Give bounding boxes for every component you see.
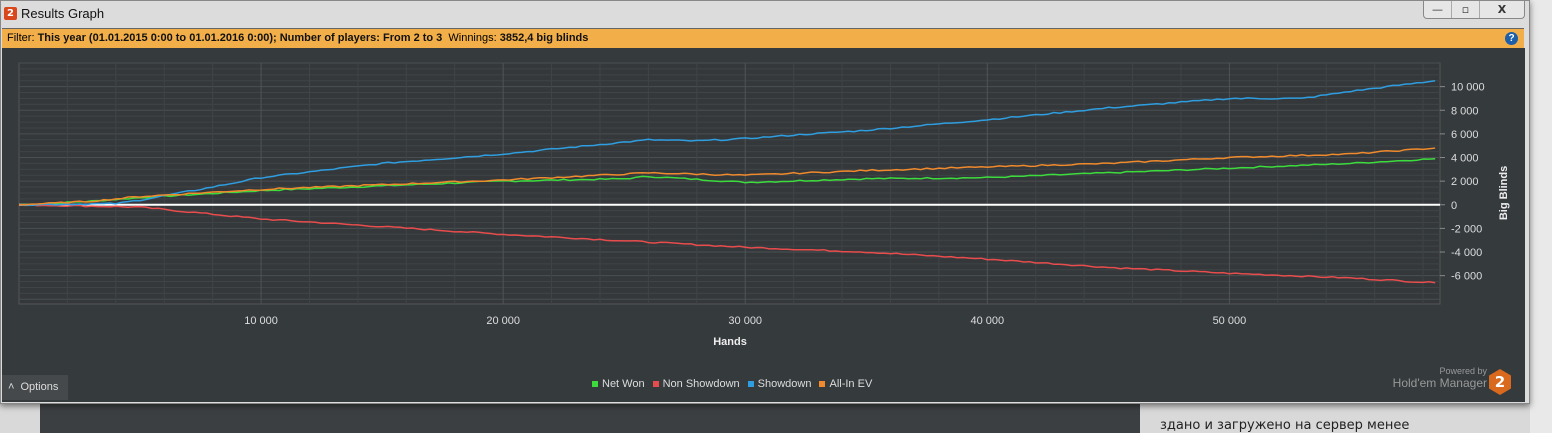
series-line-showdown (18, 79, 1436, 207)
legend-swatch (592, 381, 598, 387)
powered-by: Powered by Hold'em Manager (1372, 366, 1487, 390)
x-tick-label: 30 000 (728, 315, 762, 327)
series-line-net-won (18, 157, 1436, 206)
legend-label: Net Won (602, 378, 645, 390)
y-tick-label: 6 000 (1451, 129, 1479, 141)
x-tick-label: 40 000 (970, 315, 1004, 327)
y-tick-label: 8 000 (1451, 105, 1479, 117)
legend-item[interactable]: Showdown (747, 378, 812, 390)
minimize-button[interactable]: — (1424, 1, 1452, 18)
help-icon[interactable]: ? (1505, 32, 1518, 45)
legend-label: All-In EV (829, 378, 873, 390)
y-tick-label: 10 000 (1451, 82, 1485, 94)
options-label: Options (20, 381, 59, 393)
background-table (40, 400, 1140, 433)
holdem-manager-text: Hold'em Manager (1392, 376, 1487, 390)
results-graph-window: 2 Results Graph — ▫ X Filter: This year … (0, 0, 1530, 404)
legend-item[interactable]: Net Won (592, 378, 645, 390)
close-button[interactable]: X (1497, 3, 1507, 16)
x-tick-label: 50 000 (1213, 315, 1247, 327)
legend-label: Non Showdown (662, 378, 740, 390)
series-line-non-showdown (19, 203, 1436, 284)
y-tick-label: 4 000 (1451, 153, 1479, 165)
x-tick-label: 20 000 (486, 315, 520, 327)
filter-bar: Filter: This year (01.01.2015 0:00 to 01… (2, 28, 1524, 48)
legend-item[interactable]: Non Showdown (652, 378, 740, 390)
hm-logo-icon: 2 (1489, 369, 1511, 395)
options-button[interactable]: ˄ Options (2, 375, 68, 400)
maximize-button[interactable]: ▫ (1452, 1, 1480, 18)
background-text: здано и загружено на сервер менее (1160, 418, 1410, 433)
series-line-all-in-ev (18, 147, 1436, 206)
chevron-up-icon: ˄ (8, 381, 15, 393)
title-bar[interactable]: 2 Results Graph — ▫ X (1, 1, 1529, 27)
winnings-value: 3852,4 big blinds (499, 32, 589, 44)
y-tick-label: -2 000 (1451, 223, 1482, 235)
y-tick-label: 0 (1451, 200, 1457, 212)
winnings-label: Winnings: (448, 32, 497, 44)
legend-item[interactable]: All-In EV (819, 378, 872, 390)
results-chart: 10 000 20 000 30 000 40 000 50 000 10 000 8 00… (18, 62, 1510, 348)
legend-swatch (819, 381, 826, 387)
powered-by-text: Powered by (1439, 366, 1487, 376)
y-axis-label: Big Blinds (1498, 166, 1510, 220)
filter-label: Filter: (7, 32, 35, 44)
legend-label: Showdown (757, 378, 812, 390)
app-logo-icon: 2 (4, 7, 17, 20)
background-app (1530, 0, 1552, 433)
legend-swatch (652, 381, 659, 387)
filter-criteria: This year (01.01.2015 0:00 to 01.01.2016… (37, 32, 443, 44)
graph-panel: 10 000 20 000 30 000 40 000 50 000 10 000 8 00… (2, 48, 1525, 402)
x-axis-label: Hands (713, 336, 747, 348)
y-tick-label: -4 000 (1451, 247, 1482, 259)
y-tick-label: 2 000 (1451, 176, 1479, 188)
window-title: Results Graph (21, 6, 105, 21)
chart-legend: Net Won Non Showdown Showdown All-In EV (592, 378, 872, 390)
x-tick-label: 10 000 (244, 315, 278, 327)
legend-swatch (747, 381, 754, 387)
y-tick-label: -6 000 (1451, 271, 1482, 283)
